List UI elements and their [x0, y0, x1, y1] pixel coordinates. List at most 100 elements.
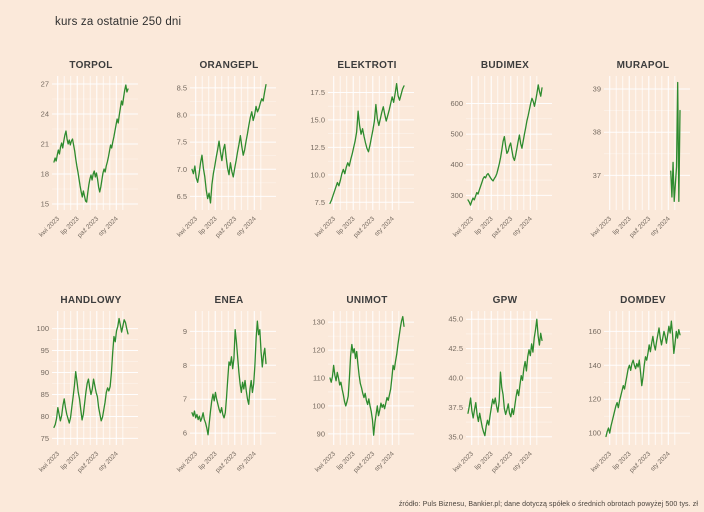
y-tick-label: 15: [41, 200, 49, 209]
x-tick-label: kwi 2023: [314, 215, 337, 238]
price-line: [467, 84, 543, 206]
y-tick-label: 42.5: [448, 344, 463, 353]
chart-panel-handlowy: 75 80 85 90 95 100 kwi 2023 lip 2023 paź 2023 sty…: [16, 293, 152, 493]
price-line: [53, 84, 129, 203]
x-tick-label: sty 2024: [511, 215, 534, 238]
chart-panel-gpw: 35.0 37.5 40.0 42.5 45.0 kwi 2023 lip 2023 paź …: [430, 293, 566, 493]
y-tick-label: 35.0: [448, 432, 463, 441]
y-tick-label: 7.0: [177, 165, 187, 174]
y-tick-label: 100: [588, 429, 601, 438]
y-tick-label: 300: [450, 191, 463, 200]
chart-title: TORPOL: [69, 60, 112, 71]
x-tick-label: kwi 2023: [452, 450, 475, 473]
y-tick-label: 90: [41, 368, 49, 377]
y-tick-label: 160: [588, 327, 601, 336]
chart-title: MURAPOL: [617, 60, 670, 71]
y-tick-label: 18: [41, 170, 49, 179]
chart-panel-elektroti: 7.5 10.0 12.5 15.0 17.5 kwi 2023 lip 2023 paź 2…: [292, 58, 428, 258]
x-tick-label: paź 2023: [214, 450, 238, 474]
chart-title: DOMDEV: [620, 295, 666, 306]
y-tick-label: 39: [593, 84, 601, 93]
y-tick-label: 7: [183, 395, 187, 404]
y-tick-label: 6.5: [177, 192, 187, 201]
x-tick-label: kwi 2023: [590, 450, 613, 473]
y-tick-label: 140: [588, 361, 601, 370]
chart-title: HANDLOWY: [60, 295, 121, 306]
chart-title: ENEA: [215, 295, 244, 306]
x-tick-label: sty 2024: [97, 450, 120, 473]
x-tick-label: paź 2023: [76, 450, 100, 474]
y-tick-label: 500: [450, 130, 463, 139]
page-title: kurs za ostatnie 250 dni: [55, 16, 182, 28]
x-tick-label: kwi 2023: [176, 215, 199, 238]
price-line: [670, 81, 681, 202]
y-tick-label: 120: [588, 395, 601, 404]
y-tick-label: 15.0: [310, 115, 325, 124]
y-tick-label: 100: [312, 401, 325, 410]
x-tick-label: sty 2024: [511, 450, 534, 473]
price-line: [191, 320, 267, 436]
y-tick-label: 40.0: [448, 374, 463, 383]
x-tick-label: kwi 2023: [38, 450, 61, 473]
y-tick-label: 10.0: [310, 170, 325, 179]
x-tick-label: paź 2023: [490, 450, 514, 474]
y-tick-label: 80: [41, 412, 49, 421]
y-tick-label: 8.5: [177, 83, 187, 92]
y-tick-label: 27: [41, 80, 49, 89]
x-tick-label: sty 2024: [235, 215, 258, 238]
chart-title: GPW: [493, 295, 518, 306]
chart-panel-budimex: 300 400 500 600 kwi 2023 lip 2023 paź 2023 sty …: [430, 58, 566, 258]
y-tick-label: 600: [450, 99, 463, 108]
y-tick-label: 100: [36, 324, 49, 333]
chart-title: BUDIMEX: [481, 60, 529, 71]
y-tick-label: 7.5: [177, 138, 187, 147]
price-line: [53, 317, 129, 429]
y-tick-label: 7.5: [315, 198, 325, 207]
x-tick-label: kwi 2023: [176, 450, 199, 473]
y-tick-label: 90: [317, 429, 325, 438]
x-tick-label: kwi 2023: [38, 215, 61, 238]
y-tick-label: 400: [450, 160, 463, 169]
chart-title: ELEKTROTI: [337, 60, 396, 71]
y-tick-label: 75: [41, 434, 49, 443]
chart-panel-orangepl: 6.5 7.0 7.5 8.0 8.5 kwi 2023 lip 2023 paź 2023 s…: [154, 58, 290, 258]
x-tick-label: paź 2023: [76, 215, 100, 239]
x-tick-label: paź 2023: [352, 215, 376, 239]
y-tick-label: 21: [41, 140, 49, 149]
price-line: [191, 84, 267, 204]
y-tick-label: 45.0: [448, 315, 463, 324]
y-tick-label: 130: [312, 318, 325, 327]
y-tick-label: 120: [312, 346, 325, 355]
price-line: [467, 318, 543, 437]
price-line: [605, 320, 681, 438]
price-line: [329, 315, 405, 436]
x-tick-label: sty 2024: [235, 450, 258, 473]
y-tick-label: 8.0: [177, 111, 187, 120]
x-tick-label: paź 2023: [352, 450, 376, 474]
chart-panel-enea: 6 7 8 9 kwi 2023 lip 2023 paź 2023 sty 2024 ENEA: [154, 293, 290, 493]
x-tick-label: kwi 2023: [452, 215, 475, 238]
x-tick-label: kwi 2023: [590, 215, 613, 238]
price-line: [329, 83, 405, 205]
x-tick-label: paź 2023: [628, 450, 652, 474]
x-tick-label: sty 2024: [97, 215, 120, 238]
y-tick-label: 9: [183, 327, 187, 336]
y-tick-label: 95: [41, 346, 49, 355]
x-tick-label: paź 2023: [214, 215, 238, 239]
y-tick-label: 85: [41, 390, 49, 399]
x-tick-label: sty 2024: [373, 215, 396, 238]
x-tick-label: sty 2024: [649, 215, 672, 238]
y-tick-label: 38: [593, 128, 601, 137]
x-tick-label: paź 2023: [628, 215, 652, 239]
